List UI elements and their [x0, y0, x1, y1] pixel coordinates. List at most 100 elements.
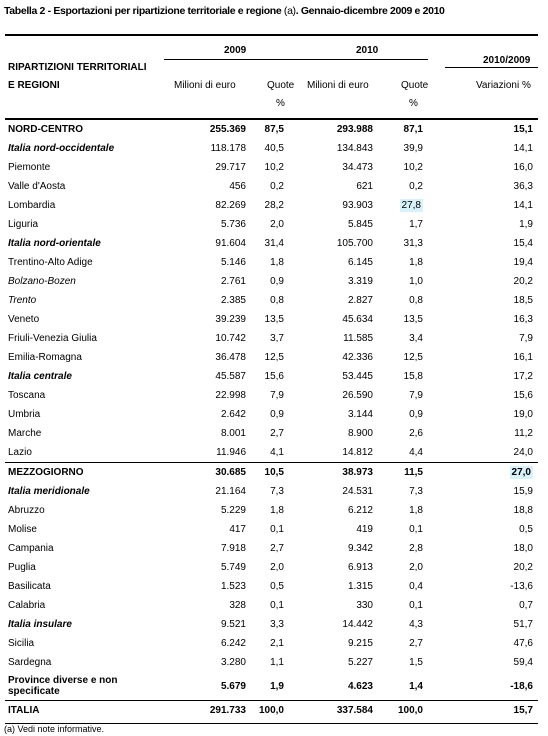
- cell-value-2009: 5.736: [220, 219, 246, 230]
- table-row: Calabria 328 0,1 330 0,1 0,7: [5, 596, 538, 615]
- row-label: Friuli-Venezia Giulia: [8, 333, 97, 344]
- row-label-line2: specificate: [8, 686, 60, 697]
- cell-quote-2009: 1,9: [270, 680, 284, 692]
- cell-value-2010: 6.145: [347, 257, 373, 268]
- row-label: Calabria: [8, 600, 46, 611]
- row-label: Abruzzo: [8, 505, 45, 516]
- cell-value-2009: 2.761: [220, 276, 246, 287]
- row-label: Sicilia: [8, 638, 35, 649]
- cell-quote-2010: 1,0: [409, 276, 423, 287]
- table-row: Umbria 2.642 0,9 3.144 0,9 19,0: [5, 405, 538, 424]
- cell-variazione: 16,3: [513, 314, 533, 325]
- table-row: Valle d'Aosta 456 0,2 621 0,2 36,3: [5, 177, 538, 196]
- cell-value-2009: 6.242: [220, 638, 246, 649]
- row-label: MEZZOGIORNO: [5, 462, 165, 482]
- table-row: Sicilia 6.242 2,1 9.215 2,7 47,6: [5, 634, 538, 653]
- row-label: Molise: [8, 524, 37, 535]
- cell-quote-2009: 0,2: [270, 181, 284, 192]
- cell-value-2009: 5.229: [220, 505, 246, 516]
- table-row: Veneto 39.239 13,5 45.634 13,5 16,3: [5, 310, 538, 329]
- cell-value-2010: 11.585: [343, 333, 373, 344]
- row-label: Emilia-Romagna: [8, 352, 82, 363]
- table-row: Italia nord-orientale 91.604 31,4 105.700 31…: [5, 234, 538, 253]
- cell-variazione: 1,9: [519, 219, 533, 230]
- header-var-rule: [445, 67, 538, 68]
- cell-value-2009: 5.146: [220, 257, 246, 268]
- top-rule: [5, 34, 538, 36]
- cell-variazione: 14,1: [513, 200, 533, 211]
- row-label: Italia insulare: [8, 619, 72, 630]
- cell-value-2010: 330: [356, 600, 373, 611]
- cell-quote-2010: 1,4: [409, 680, 423, 692]
- cell-quote-2010: 7,9: [409, 390, 423, 401]
- row-label: Liguria: [8, 219, 39, 230]
- cell-quote-2009: 40,5: [264, 143, 284, 154]
- cell-quote-2009: 12,5: [264, 352, 284, 363]
- row-label: Italia nord-orientale: [8, 238, 101, 249]
- cell-variazione: 16,1: [513, 352, 533, 363]
- cell-quote-2009: 31,4: [264, 238, 284, 249]
- cell-value-2010: 8.900: [347, 428, 373, 439]
- cell-value-2009: 9.521: [220, 619, 246, 630]
- table-row: Campania 7.918 2,7 9.342 2,8 18,0: [5, 539, 538, 558]
- cell-value-2009: 2.642: [220, 409, 246, 420]
- cell-value-2010: 45.634: [342, 314, 373, 325]
- header-bottom-rule: [5, 118, 538, 119]
- cell-quote-2009: 0,9: [270, 276, 284, 287]
- cell-quote-2009: 15,6: [264, 371, 284, 382]
- cell-value-2010: 293.988: [293, 119, 376, 139]
- cell-quote-2010: 27,8: [376, 196, 431, 215]
- title-prefix: Tabella 2 -: [4, 5, 51, 17]
- cell-value-2010: 14.812: [342, 447, 373, 458]
- row-label: NORD-CENTRO: [5, 119, 165, 139]
- cell-value-2010: 24.531: [342, 486, 373, 497]
- cell-quote-2010: 11,5: [376, 462, 431, 482]
- cell-value-2010: 14.442: [342, 619, 373, 630]
- cell-quote-2010: 7,3: [409, 486, 423, 497]
- cell-variazione: 18,8: [513, 505, 533, 516]
- cell-variazione: 15,4: [513, 238, 533, 249]
- cell-value-2010: 93.903: [342, 200, 373, 211]
- cell-value-2009: 5.749: [220, 562, 246, 573]
- table-row: Italia nord-occidentale 118.178 40,5 134.84…: [5, 139, 538, 158]
- cell-quote-2010: 1,8: [409, 505, 423, 516]
- row-label: Basilicata: [8, 581, 51, 592]
- cell-quote-2010: 2,7: [409, 638, 423, 649]
- cell-value-2010: 621: [356, 181, 373, 192]
- cell-variazione: 20,2: [513, 562, 533, 573]
- cell-value-2009: 8.001: [220, 428, 246, 439]
- table-row: Piemonte 29.717 10,2 34.473 10,2 16,0: [5, 158, 538, 177]
- table-row: Puglia 5.749 2,0 6.913 2,0 20,2: [5, 558, 538, 577]
- bottom-rule: [5, 723, 538, 724]
- header-col-label-line2: E REGIONI: [8, 80, 60, 91]
- cell-value-2009: 82.269: [215, 200, 246, 211]
- cell-value-2009: 5.679: [220, 680, 246, 692]
- row-label: Puglia: [8, 562, 36, 573]
- cell-value-2009: 36.478: [215, 352, 246, 363]
- cell-quote-2010: 4,3: [409, 619, 423, 630]
- cell-variazione: 15,9: [513, 486, 533, 497]
- cell-quote-2009: 0,1: [270, 600, 284, 611]
- cell-quote-2010: 13,5: [403, 314, 423, 325]
- cell-quote-2010: 2,6: [409, 428, 423, 439]
- row-label: Italia nord-occidentale: [8, 143, 115, 154]
- row-label: Sardegna: [8, 657, 52, 668]
- table-row: Abruzzo 5.229 1,8 6.212 1,8 18,8: [5, 501, 538, 520]
- cell-quote-2009: 0,1: [270, 524, 284, 535]
- cell-quote-2010: 4,4: [409, 447, 423, 458]
- table-row: Lombardia 82.269 28,2 93.903 27,8 14,1: [5, 196, 538, 215]
- header-quote-2009: Quote: [267, 80, 295, 91]
- cell-quote-2009: 1,1: [270, 657, 284, 668]
- cell-value-2009: 417: [229, 524, 246, 535]
- row-label: Piemonte: [8, 162, 51, 173]
- row-label: Italia meridionale: [8, 486, 90, 497]
- table-row: Bolzano-Bozen 2.761 0,9 3.319 1,0 20,2: [5, 272, 538, 291]
- cell-quote-2010: 10,2: [403, 162, 423, 173]
- header-year-2010: 2010: [356, 45, 379, 56]
- cell-value-2009: 29.717: [215, 162, 246, 173]
- cell-value-2009: 3.280: [220, 657, 246, 668]
- table-row: Trento 2.385 0,8 2.827 0,8 18,5: [5, 291, 538, 310]
- cell-value-2010: 38.973: [293, 462, 376, 482]
- cell-variazione: 20,2: [513, 276, 533, 287]
- cell-value-2009: 1.523: [220, 581, 246, 592]
